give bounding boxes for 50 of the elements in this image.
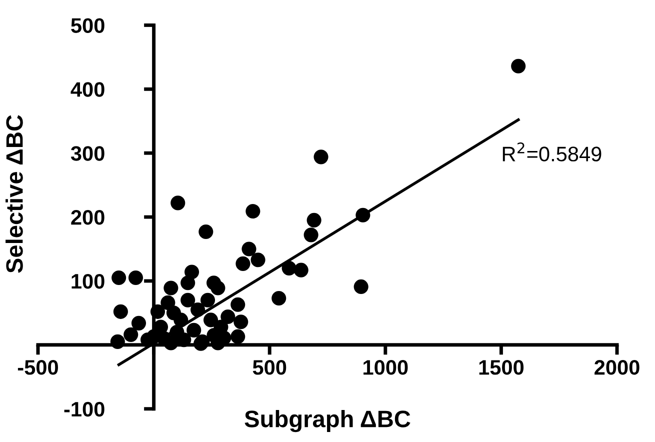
x-tick-label: 1500 (479, 360, 524, 375)
y-tick-label: 500 (71, 18, 104, 33)
annotation: R$^{2}$=0.5849 (502, 142, 602, 162)
point (246, 204, 260, 219)
point (236, 256, 250, 271)
point (180, 292, 196, 308)
point (170, 324, 184, 340)
point (198, 224, 214, 240)
x-tick-label: 2000 (594, 360, 640, 375)
y-tick-label: 400 (70, 82, 104, 97)
point (304, 228, 318, 242)
point (128, 270, 144, 286)
point (230, 297, 246, 312)
point (190, 302, 206, 318)
point (511, 58, 526, 74)
point (294, 262, 308, 278)
point (250, 252, 266, 268)
point (131, 316, 146, 330)
y-axis-title: Selective ΔBC (6, 115, 23, 273)
point (314, 150, 328, 164)
point (180, 276, 196, 290)
y-tick-label: 300 (70, 146, 104, 161)
x-tick-label: 500 (252, 360, 286, 375)
point (220, 309, 236, 324)
y-tick-label: 200 (71, 210, 104, 225)
point (113, 304, 128, 319)
point (110, 334, 125, 349)
y-tick-label: -100 (64, 402, 104, 417)
point (242, 242, 256, 256)
y-tick-label: 100 (72, 274, 104, 289)
point (112, 270, 126, 286)
point (306, 212, 322, 228)
point (282, 260, 296, 276)
point (200, 292, 216, 308)
point (230, 329, 246, 344)
x-tick-label: 1000 (364, 360, 408, 375)
point (210, 280, 226, 296)
point (354, 279, 368, 294)
point (170, 196, 186, 210)
point (203, 312, 218, 328)
point (166, 306, 181, 320)
x-tick-label: -500 (18, 360, 58, 375)
point (150, 304, 166, 319)
point (186, 322, 202, 338)
x-axis-title: Subgraph ΔBC (244, 410, 410, 432)
point (234, 314, 248, 330)
point (356, 208, 370, 222)
point (124, 327, 138, 342)
point (164, 280, 178, 296)
point (272, 290, 286, 306)
